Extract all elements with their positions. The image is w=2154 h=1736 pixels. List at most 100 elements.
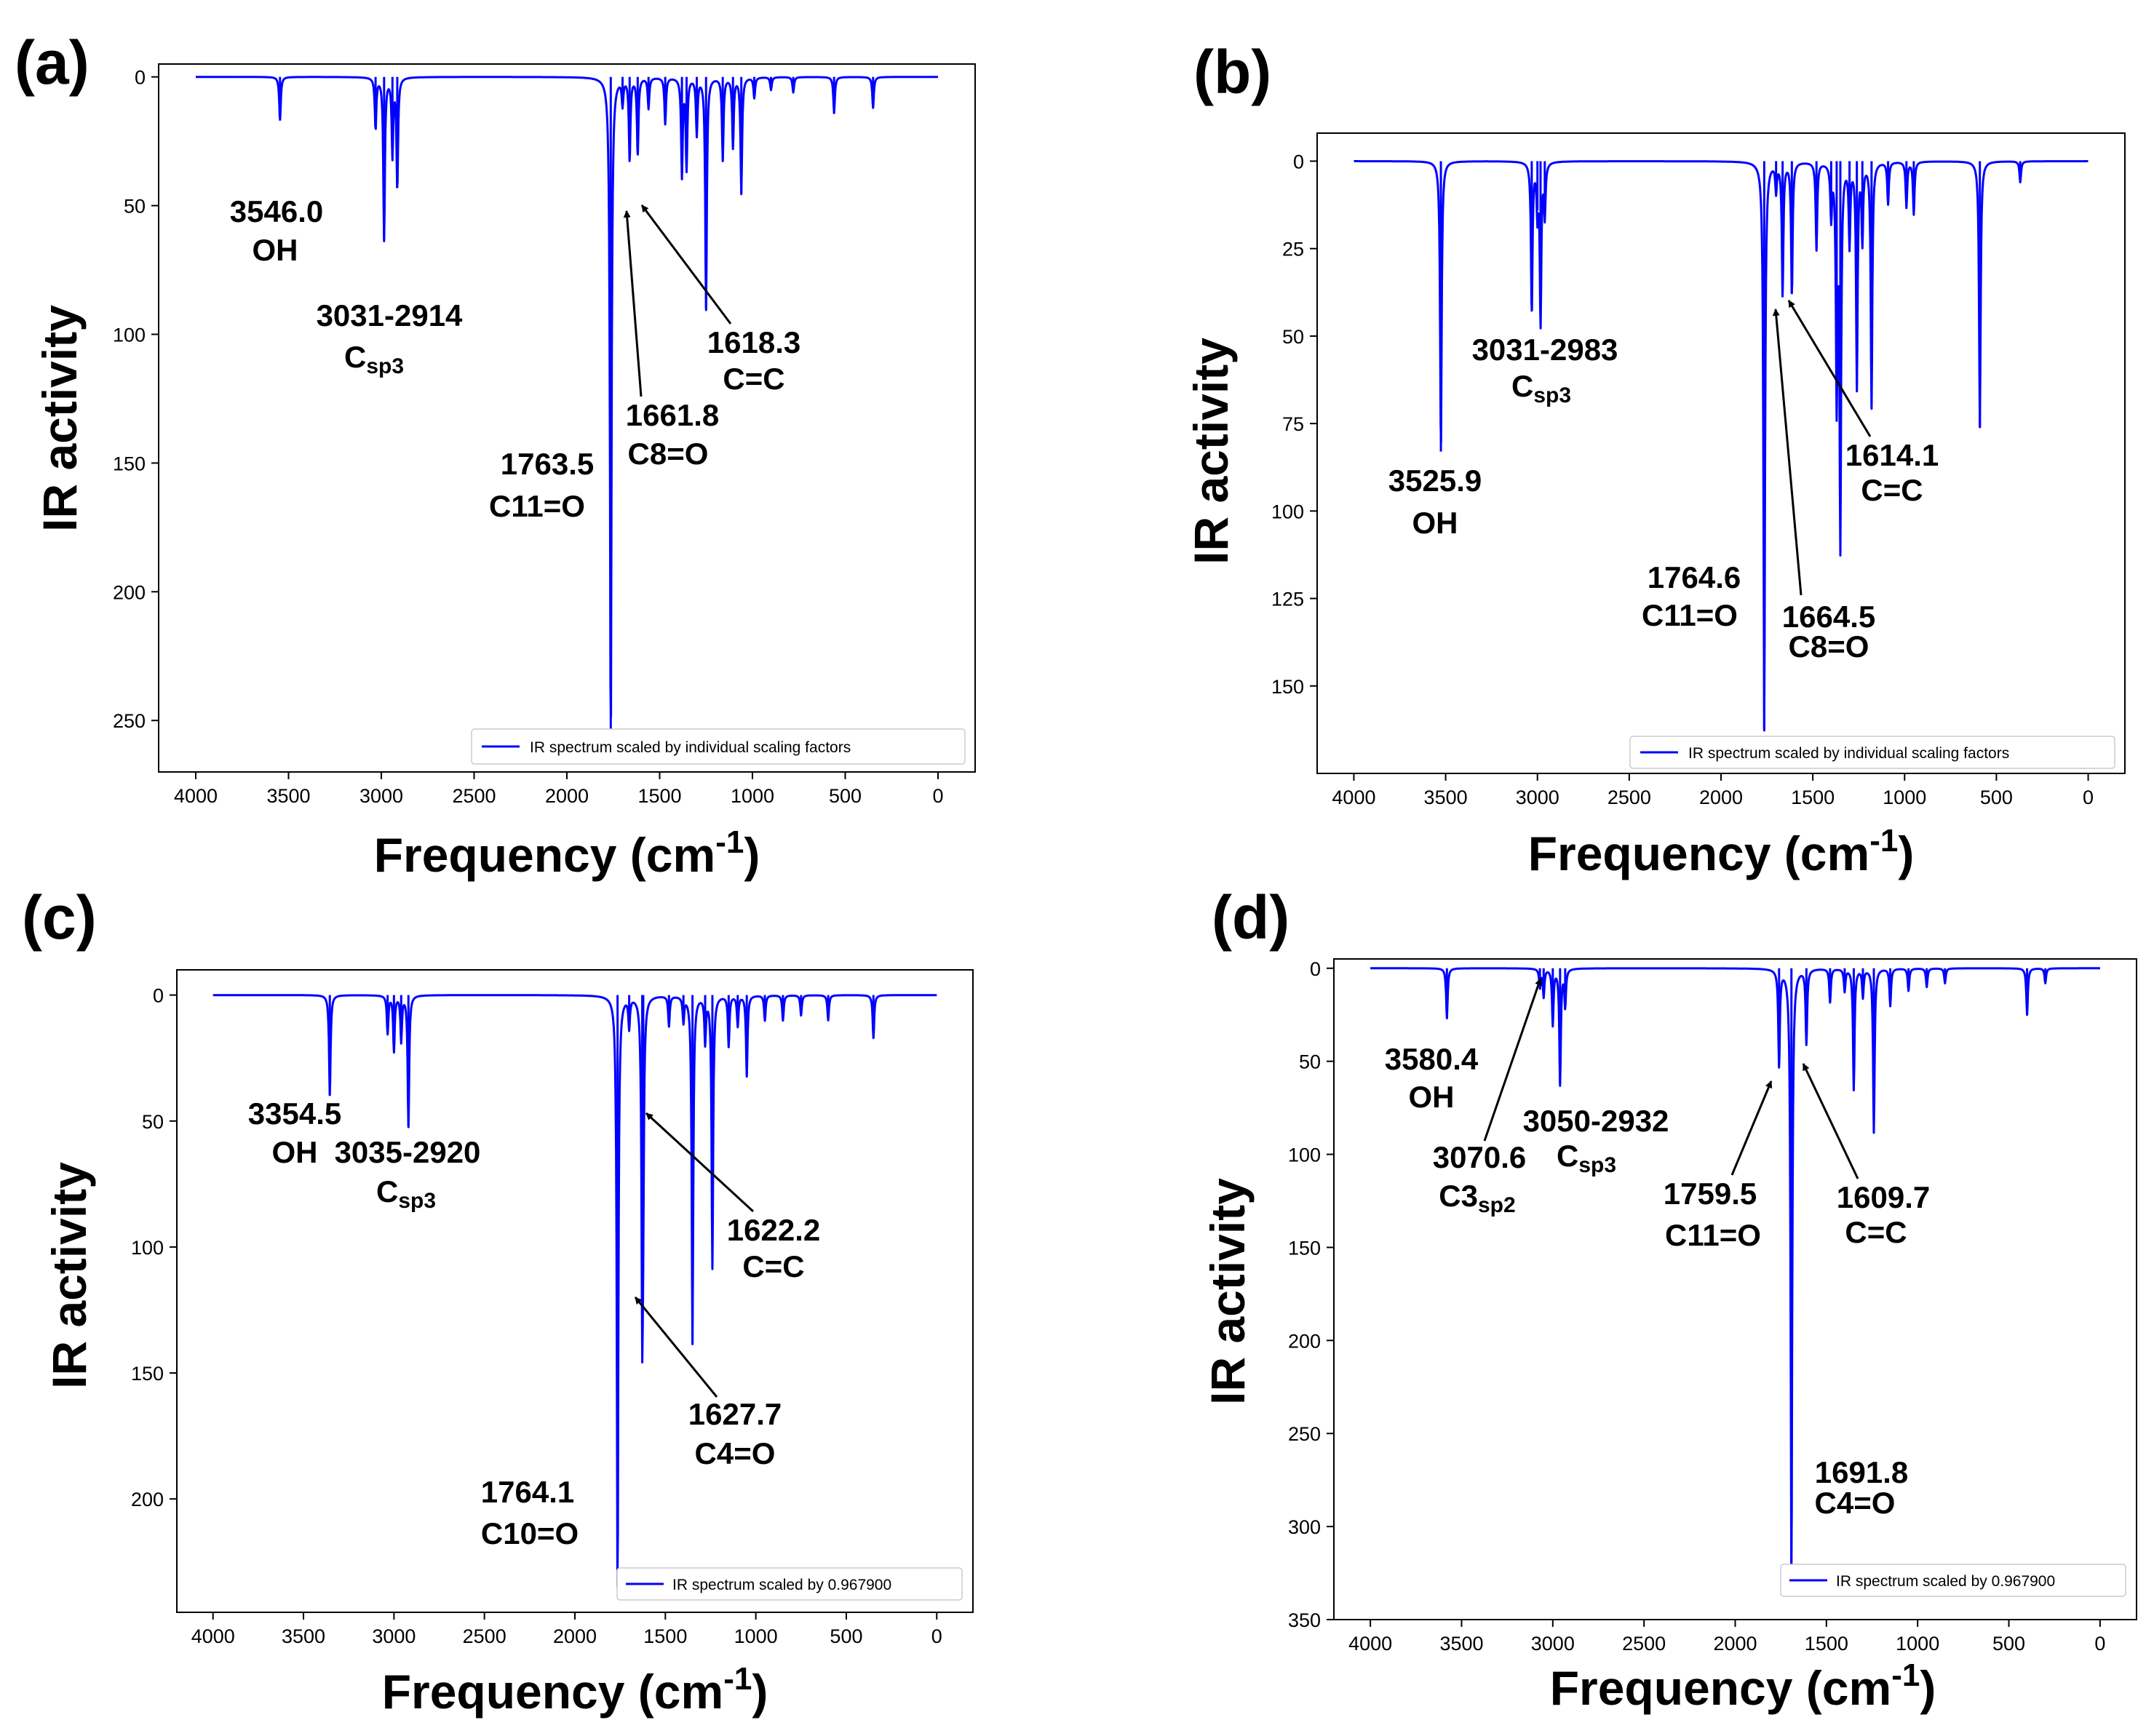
annotation-csp3: 3031-2983 Csp3 (1472, 333, 1618, 407)
y-axis-ticks: 0 50 100 150 200 (131, 985, 177, 1510)
x-tick-label: 1500 (643, 1625, 687, 1647)
svg-text:1614.1: 1614.1 (1845, 438, 1939, 472)
svg-text:Csp3: Csp3 (376, 1174, 436, 1213)
svg-text:C3sp2: C3sp2 (1439, 1179, 1515, 1217)
svg-text:3035-2920: 3035-2920 (335, 1135, 481, 1169)
annotation-c8o: 1661.8 C8=O (623, 210, 719, 471)
svg-text:C8=O: C8=O (1789, 629, 1869, 664)
x-tick-label: 3500 (266, 785, 310, 807)
svg-text:3031-2983: 3031-2983 (1472, 333, 1618, 367)
x-tick-label: 2000 (1699, 787, 1743, 808)
svg-text:3031-2914: 3031-2914 (317, 298, 463, 333)
y-axis-label: IR activity (42, 1162, 96, 1389)
y-tick-label: 150 (1271, 676, 1304, 698)
legend-label: IR spectrum scaled by individual scaling… (1688, 745, 2009, 762)
annotation-oh: 3580.4 OH (1385, 1042, 1479, 1114)
x-tick-label: 500 (829, 785, 862, 807)
y-tick-label: 200 (131, 1489, 164, 1510)
y-tick-label: 100 (131, 1237, 164, 1259)
annotation-c10o: 1764.1 C10=O (481, 1475, 579, 1550)
panel-label: (d) (1212, 883, 1289, 952)
x-tick-label: 2500 (1622, 1633, 1666, 1655)
legend: IR spectrum scaled by 0.967900 (616, 1567, 963, 1601)
arrow (1483, 978, 1542, 1142)
x-tick-label: 2500 (463, 1625, 506, 1647)
annotation-c3sp2: 3070.6 C3sp2 (1433, 978, 1542, 1217)
svg-text:3070.6: 3070.6 (1433, 1140, 1526, 1174)
y-tick-label: 200 (1288, 1330, 1321, 1352)
panel-label: (c) (22, 883, 97, 952)
x-axis-ticks: 4000 3500 3000 2500 2000 1500 1000 500 0 (1332, 773, 2094, 808)
svg-text:3050-2932: 3050-2932 (1523, 1104, 1669, 1138)
y-axis-ticks: 0 25 50 75 100 125 150 (1271, 151, 1317, 698)
spectrum-line (1370, 967, 2101, 1573)
y-axis-label: IR activity (33, 305, 87, 532)
svg-text:C11=O: C11=O (1642, 598, 1738, 632)
x-axis-ticks: 4000 3500 3000 2500 2000 1500 1000 500 0 (1348, 1620, 2105, 1655)
plot-frame (158, 63, 976, 773)
y-tick-label: 200 (113, 581, 146, 603)
panel-d: (d) 4000 3500 3000 2500 2000 1500 1000 500 0 0 50… (1201, 883, 2137, 1715)
spectrum-line (1353, 160, 2089, 730)
svg-text:C4=O: C4=O (695, 1436, 776, 1470)
svg-text:C=C: C=C (1845, 1215, 1907, 1249)
legend: IR spectrum scaled by individual scaling… (1629, 736, 2115, 769)
svg-text:1759.5: 1759.5 (1664, 1176, 1757, 1211)
annotation-csp3: 3031-2914 Csp3 (317, 298, 463, 378)
annotation-oh: 3546.0 OH (230, 194, 323, 267)
y-tick-label: 300 (1288, 1516, 1321, 1538)
x-tick-label: 4000 (174, 785, 218, 807)
svg-text:1764.1: 1764.1 (481, 1475, 574, 1509)
spectrum-line (212, 994, 938, 1571)
y-tick-label: 0 (153, 985, 164, 1007)
legend: IR spectrum scaled by 0.967900 (1780, 1564, 2126, 1597)
y-axis-label: IR activity (1184, 338, 1238, 565)
x-tick-label: 1500 (1791, 787, 1835, 808)
y-tick-label: 50 (1299, 1051, 1321, 1073)
svg-text:C11=O: C11=O (1665, 1218, 1761, 1252)
svg-text:1691.8: 1691.8 (1815, 1455, 1908, 1489)
y-tick-label: 100 (1288, 1144, 1321, 1166)
x-tick-label: 1000 (1896, 1633, 1939, 1655)
x-tick-label: 4000 (1348, 1633, 1392, 1655)
arrow (640, 204, 732, 324)
svg-text:1764.6: 1764.6 (1648, 560, 1741, 594)
svg-text:1609.7: 1609.7 (1837, 1180, 1930, 1214)
svg-text:3546.0: 3546.0 (230, 194, 323, 228)
y-tick-label: 350 (1288, 1609, 1321, 1631)
x-axis-ticks: 4000 3500 3000 2500 2000 1500 1000 500 0 (174, 772, 944, 807)
svg-text:Csp3: Csp3 (1511, 369, 1571, 407)
y-axis-ticks: 0 50 100 150 200 250 (113, 67, 159, 732)
x-tick-label: 3500 (1439, 1633, 1483, 1655)
svg-text:OH: OH (253, 233, 298, 267)
x-tick-label: 0 (931, 1625, 942, 1647)
x-tick-label: 3500 (1424, 787, 1468, 808)
x-tick-label: 3000 (372, 1625, 416, 1647)
annotation-csp3: 3050-2932 Csp3 (1523, 1104, 1669, 1177)
panel-label: (a) (15, 28, 90, 97)
svg-text:OH: OH (1412, 506, 1458, 540)
annotation-c8o: 1664.5 C8=O (1772, 308, 1875, 664)
y-axis-ticks: 0 50 100 150 200 250 300 350 (1288, 958, 1334, 1631)
x-tick-label: 3000 (1516, 787, 1559, 808)
svg-text:C4=O: C4=O (1815, 1486, 1896, 1520)
y-tick-label: 25 (1282, 239, 1304, 260)
y-tick-label: 250 (1288, 1423, 1321, 1445)
x-axis-label: Frequency (cm-1) (374, 824, 760, 882)
x-tick-label: 4000 (191, 1625, 235, 1647)
x-tick-label: 1500 (1805, 1633, 1848, 1655)
y-tick-label: 100 (113, 324, 146, 346)
panel-c: (c) 4000 3500 3000 2500 2000 1500 1000 500 0 0 50… (22, 883, 974, 1719)
svg-text:1763.5: 1763.5 (501, 447, 594, 481)
annotation-csp3: 3035-2920 Csp3 (335, 1135, 481, 1213)
svg-text:C=C: C=C (742, 1249, 804, 1283)
arrow (1772, 308, 1803, 596)
annotation-cc: 1622.2 C=C (645, 1112, 820, 1283)
ir-spectrum (1370, 967, 2101, 1582)
x-tick-label: 500 (1980, 787, 2013, 808)
annotation-cc: 1609.7 C=C (1802, 1063, 1930, 1249)
annotation-cc: 1614.1 C=C (1787, 300, 1939, 507)
arrow (1802, 1063, 1859, 1179)
x-tick-label: 0 (2094, 1633, 2105, 1655)
y-tick-label: 75 (1282, 413, 1304, 435)
